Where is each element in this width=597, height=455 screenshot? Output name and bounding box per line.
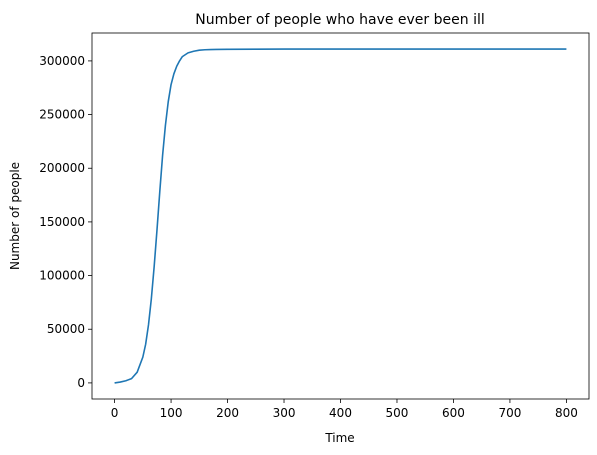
x-tick-label: 0 — [111, 406, 119, 420]
y-tick-label: 0 — [77, 376, 85, 390]
y-tick-label: 300000 — [39, 54, 85, 68]
x-tick-label: 100 — [160, 406, 183, 420]
plot-area — [91, 32, 590, 400]
y-tick-label: 50000 — [47, 322, 85, 336]
x-tick-label: 700 — [498, 406, 521, 420]
x-tick-label: 200 — [216, 406, 239, 420]
x-tick-label: 600 — [442, 406, 465, 420]
y-axis-label: Number of people — [8, 162, 22, 270]
series-group — [114, 48, 567, 384]
y-tick-label: 200000 — [39, 161, 85, 175]
y-tick-label: 250000 — [39, 108, 85, 122]
x-tick-label: 800 — [555, 406, 578, 420]
chart-title: Number of people who have ever been ill — [195, 12, 485, 28]
y-axis: 0 50000 100000 150000 200000 250000 300000 — [39, 54, 92, 390]
x-tick-label: 400 — [329, 406, 352, 420]
x-tick-label: 300 — [273, 406, 296, 420]
series-line-0 — [114, 48, 567, 384]
x-axis-label: Time — [324, 431, 354, 445]
y-tick-label: 100000 — [39, 269, 85, 283]
plot-frame — [91, 32, 590, 400]
y-tick-label: 150000 — [39, 215, 85, 229]
x-axis: 0 100 200 300 400 500 600 700 800 — [111, 399, 578, 420]
x-tick-label: 500 — [386, 406, 409, 420]
